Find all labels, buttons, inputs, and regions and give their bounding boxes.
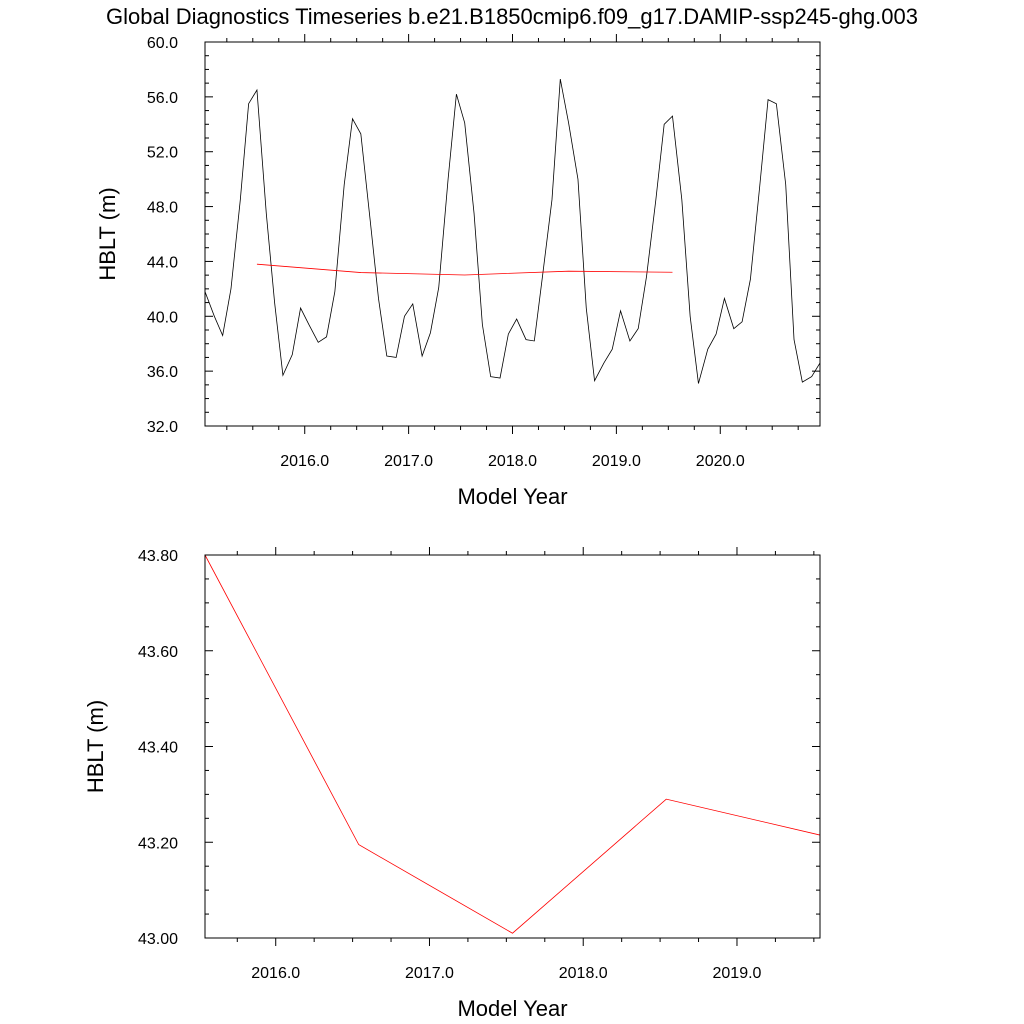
y-tick-label: 44.0 <box>147 254 178 271</box>
y-tick-label: 43.60 <box>138 644 178 661</box>
top-panel-y-tick-labels: 32.0 36.0 40.0 44.0 48.0 52.0 56.0 60.0 <box>147 35 178 436</box>
y-tick-label: 43.40 <box>138 740 178 757</box>
x-tick-label: 2020.0 <box>696 453 745 470</box>
top-panel: 32.036.040.044.048.052.056.060.0 2016.0 2… <box>95 34 821 509</box>
top-panel-x-axis-title: Model Year <box>457 484 567 509</box>
bottom-panel-x-tick-labels: 2016.0 2017.0 2018.0 2019.0 <box>251 965 761 982</box>
annual-mean-hblt-line-top <box>256 263 673 276</box>
x-tick-label: 2018.0 <box>488 453 537 470</box>
y-tick-label: 32.0 <box>147 419 178 436</box>
x-tick-label: 2017.0 <box>405 965 454 982</box>
bottom-panel-y-axis-title: HBLT (m) <box>83 700 108 793</box>
top-panel-frame <box>204 41 821 427</box>
chart-title: Global Diagnostics Timeseries b.e21.B185… <box>106 4 918 29</box>
y-tick-label: 36.0 <box>147 364 178 381</box>
y-tick-label: 40.0 <box>147 309 178 326</box>
bottom-panel-x-axis-title: Model Year <box>457 996 567 1021</box>
top-panel-y-axis-title: HBLT (m) <box>95 187 120 280</box>
top-panel-ticks <box>205 34 820 434</box>
bottom-panel-y-tick-labels: 43.00 43.20 43.40 43.60 43.80 <box>138 548 178 948</box>
x-tick-label: 2016.0 <box>251 965 300 982</box>
y-tick-label: 56.0 <box>147 90 178 107</box>
x-tick-label: 2017.0 <box>384 453 433 470</box>
y-tick-label: 60.0 <box>147 35 178 52</box>
top-panel-x-tick-labels: 2016.0 2017.0 2018.0 2019.0 2020.0 <box>280 453 745 470</box>
x-tick-label: 2018.0 <box>559 965 608 982</box>
y-tick-label: 43.80 <box>138 548 178 565</box>
x-tick-label: 2019.0 <box>713 965 762 982</box>
annual-mean-hblt-line-bottom <box>204 554 821 934</box>
y-tick-label: 48.0 <box>147 200 178 217</box>
bottom-panel-ticks <box>205 547 820 946</box>
y-tick-label: 43.20 <box>138 835 178 852</box>
x-tick-label: 2016.0 <box>280 453 329 470</box>
y-tick-label: 43.00 <box>138 931 178 948</box>
bottom-panel-frame <box>204 554 821 939</box>
y-tick-label: 52.0 <box>147 145 178 162</box>
monthly-hblt-line <box>204 78 821 384</box>
x-tick-label: 2019.0 <box>592 453 641 470</box>
